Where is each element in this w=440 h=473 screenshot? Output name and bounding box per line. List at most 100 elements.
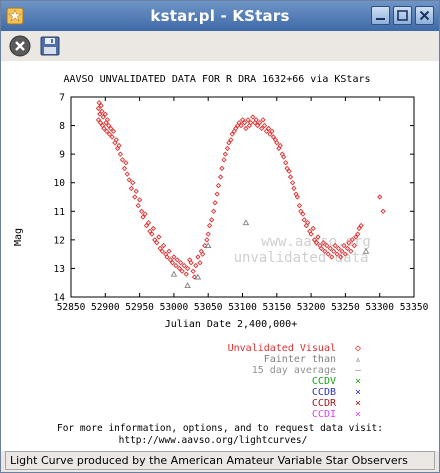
visual-data-point: [254, 122, 261, 129]
visual-data-point: [143, 222, 150, 229]
title-bar[interactable]: kstar.pl - KStars: [1, 1, 439, 31]
visual-data-point: [136, 197, 143, 203]
legend-symbol: ×: [355, 376, 361, 387]
visual-data-point: [294, 194, 301, 200]
visual-data-point: [95, 117, 102, 123]
light-curve-view: AAVSO UNVALIDATED DATA FOR R DRA 1632+66…: [1, 61, 439, 451]
visual-data-point: [339, 248, 345, 254]
visual-data-point: [245, 117, 251, 123]
x-tick-label: 52950: [125, 302, 154, 313]
minimize-button[interactable]: [371, 6, 390, 25]
visual-data-point: [265, 125, 272, 132]
visual-data-point: [286, 168, 292, 174]
visual-data-point: [310, 225, 316, 232]
legend-label: CCDI: [312, 409, 336, 420]
visual-data-point: [224, 145, 231, 152]
legend-label: CCDV: [312, 376, 336, 387]
legend-symbol: —: [355, 365, 362, 376]
visual-data-point: [315, 234, 321, 240]
visual-data-point: [221, 157, 227, 163]
window-title: kstar.pl - KStars: [150, 7, 290, 25]
close-circle-icon[interactable]: [8, 34, 32, 58]
close-window-button[interactable]: [415, 6, 434, 25]
legend-label: CCDR: [312, 398, 337, 409]
visual-data-point: [228, 137, 234, 143]
maximize-button[interactable]: [393, 6, 412, 25]
visual-data-point: [260, 117, 266, 123]
visual-data-point: [159, 248, 165, 254]
visual-data-point: [248, 120, 254, 126]
visual-data-point: [313, 240, 320, 246]
visual-data-point: [97, 111, 103, 117]
visual-data-point: [116, 142, 122, 149]
visual-data-point: [332, 242, 338, 249]
visual-data-point: [128, 185, 135, 192]
visual-data-point: [349, 237, 355, 243]
visual-data-point: [308, 231, 314, 237]
visual-data-point: [174, 257, 180, 263]
visual-data-point: [197, 260, 203, 266]
visual-data-point: [169, 260, 176, 266]
visual-data-point: [325, 251, 331, 257]
visual-data-point: [123, 160, 129, 166]
floppy-disk-icon[interactable]: [38, 34, 62, 58]
legend-symbol: ×: [355, 409, 361, 420]
visual-data-point: [119, 157, 126, 163]
visual-data-point: [296, 202, 303, 209]
visual-data-point: [277, 142, 283, 149]
visual-data-point: [243, 125, 249, 132]
plot-frame: [70, 96, 415, 298]
watermark-line-1: www.aavso.org: [261, 234, 371, 250]
visual-data-point: [212, 200, 218, 206]
visual-data-point: [257, 120, 263, 126]
close-icon: [419, 10, 430, 21]
visual-data-point: [104, 117, 110, 123]
info-url-link[interactable]: http://www.aavso.org/lightcurves/: [119, 435, 308, 446]
x-tick-label: 53050: [194, 302, 223, 313]
visual-data-point: [334, 251, 340, 257]
visual-data-point: [188, 260, 194, 266]
visual-data-point: [289, 180, 296, 186]
visual-data-point: [267, 131, 273, 137]
visual-data-point: [95, 105, 102, 112]
visual-data-point: [270, 134, 277, 140]
visual-data-point: [104, 128, 110, 134]
visual-data-point: [217, 174, 224, 180]
visual-data-point: [156, 234, 162, 240]
visual-data-point: [305, 220, 311, 226]
x-tick-label: 52850: [57, 302, 86, 313]
visual-data-point: [348, 248, 354, 254]
fainter-than-point: [242, 219, 250, 226]
legend-label: CCDB: [312, 387, 336, 398]
info-text: For more information, options, and to re…: [57, 423, 383, 434]
visual-data-point: [106, 131, 113, 137]
visual-data-point: [179, 268, 185, 274]
visual-data-point: [176, 265, 183, 272]
visual-data-point: [106, 122, 112, 129]
visual-data-point: [253, 117, 259, 123]
visual-data-point: [269, 128, 275, 134]
x-tick-label: 53300: [365, 302, 394, 313]
visual-data-point: [226, 140, 232, 146]
minimize-icon: [376, 18, 385, 20]
visual-data-point: [193, 262, 199, 269]
visual-data-point: [322, 248, 328, 254]
visual-data-point: [157, 245, 163, 252]
visual-data-point: [358, 222, 364, 229]
legend-label: 15 day average: [252, 365, 336, 376]
visual-data-point: [205, 231, 211, 237]
kstars-app-icon[interactable]: [6, 7, 24, 25]
visual-data-point: [298, 208, 304, 214]
visual-data-point: [150, 225, 156, 232]
visual-data-point: [320, 240, 327, 246]
fainter-than-point: [204, 242, 212, 249]
visual-data-point: [102, 111, 108, 117]
legend-symbol: ×: [355, 387, 361, 398]
legend-symbol: ▵: [355, 354, 361, 365]
visual-data-point: [190, 268, 196, 274]
fainter-than-point: [362, 247, 370, 254]
x-tick-label: 53250: [331, 302, 360, 313]
visual-data-point: [140, 214, 146, 220]
visual-data-point: [241, 120, 248, 126]
visual-data-point: [331, 248, 337, 254]
